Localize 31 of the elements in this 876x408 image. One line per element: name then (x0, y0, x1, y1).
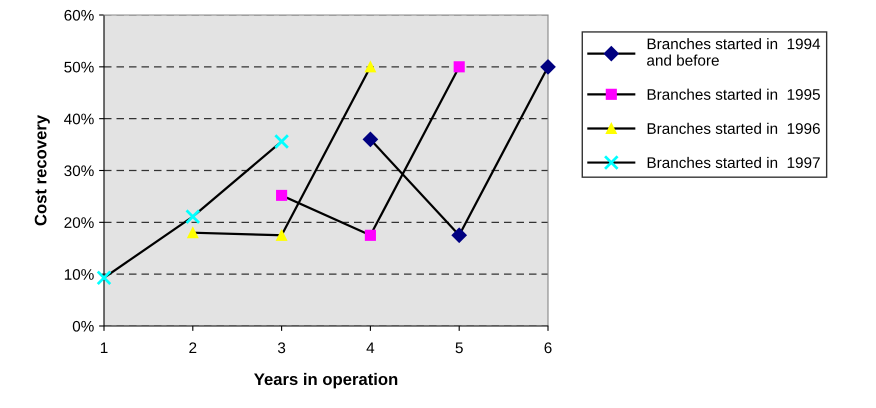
y-tick-label: 30% (64, 165, 94, 176)
point (364, 230, 376, 241)
legend-label: Branches started in 1995 (648, 88, 820, 100)
y-tick-label: 0% (72, 320, 94, 332)
legend-label: Branches started in 1996 (648, 122, 820, 134)
point (274, 134, 290, 150)
x-tick-label: 5 (456, 342, 463, 354)
x-tick-label: 6 (544, 342, 552, 354)
y-tick-label: 60% (64, 10, 94, 21)
x-axis-title: Years in operation (254, 372, 398, 388)
point (187, 227, 198, 238)
point (454, 61, 465, 72)
point (540, 59, 556, 74)
y-tick-label: 50% (64, 62, 94, 73)
point (364, 61, 376, 72)
x-tick-label: 3 (278, 342, 286, 354)
legend-label: Branches started in 1994 and before (647, 38, 820, 66)
point (276, 230, 288, 241)
point (362, 132, 378, 147)
x-tick-label: 2 (189, 342, 196, 354)
point (185, 208, 200, 224)
y-tick-label: 20% (64, 217, 94, 228)
legend-label: Branches started in 1997 (648, 156, 820, 168)
point (452, 228, 467, 243)
x-tick-label: 1 (100, 342, 108, 354)
y-axis-title: Cost recovery (34, 115, 50, 226)
point (276, 190, 288, 201)
y-tick-label: 40% (64, 114, 94, 124)
point (96, 270, 112, 286)
x-tick-label: 4 (366, 342, 374, 354)
y-tick-label: 10% (64, 269, 94, 280)
